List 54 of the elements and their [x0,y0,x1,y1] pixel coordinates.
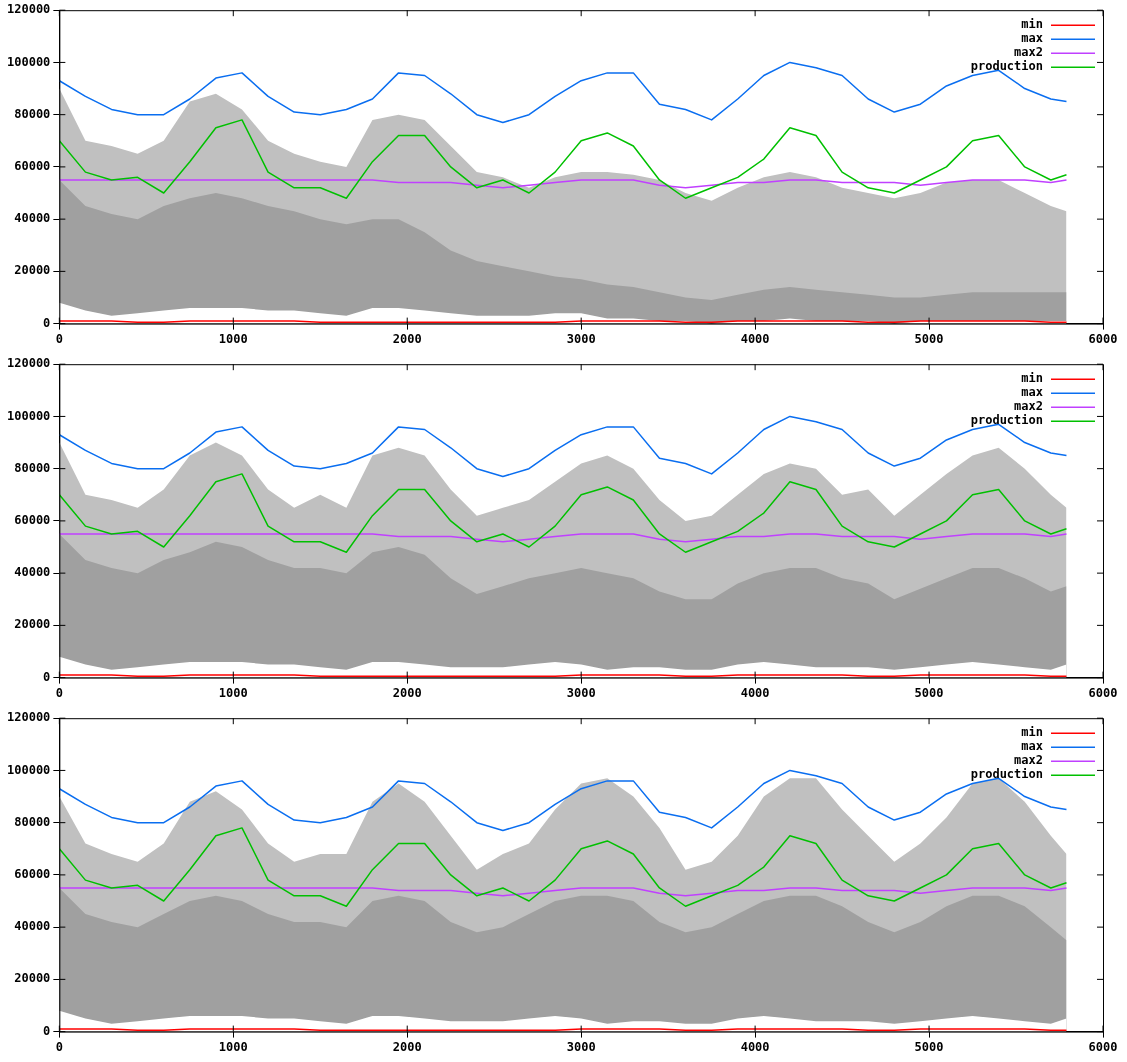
y-tick-label: 80000 [14,814,51,829]
y-tick-label: 120000 [6,2,51,17]
legend-label: max2 [1014,399,1043,414]
y-tick-label: 100000 [6,54,51,69]
y-tick-label: 20000 [14,263,51,278]
y-tick-label: 80000 [14,106,51,121]
y-tick-label: 80000 [14,460,51,475]
x-tick-label: 6000 [1088,1039,1118,1054]
x-tick-label: 2000 [392,331,422,346]
x-tick-label: 5000 [914,331,944,346]
x-tick-label: 1000 [218,1039,248,1054]
legend-label: max [1021,385,1043,400]
y-tick-label: 20000 [14,617,51,632]
x-tick-label: 6000 [1088,685,1118,700]
y-tick-label: 60000 [14,513,51,528]
legend-label: production [970,59,1043,74]
y-tick-label: 20000 [14,971,51,986]
x-tick-label: 3000 [566,685,596,700]
x-tick-label: 6000 [1088,331,1118,346]
legend-label: min [1021,371,1043,386]
legend-label: min [1021,17,1043,32]
x-tick-label: 2000 [392,1039,422,1054]
legend-label: max [1021,31,1043,46]
y-tick-label: 100000 [6,762,51,777]
y-tick-label: 120000 [6,710,51,725]
x-tick-label: 4000 [740,1039,770,1054]
x-tick-label: 4000 [740,331,770,346]
legend-label: min [1021,725,1043,740]
legend-label: max2 [1014,45,1043,60]
x-tick-label: 3000 [566,331,596,346]
y-tick-label: 100000 [6,408,51,423]
y-tick-label: 40000 [14,919,51,934]
x-tick-label: 0 [55,1039,63,1054]
legend-label: max2 [1014,753,1043,768]
y-tick-label: 0 [43,315,51,330]
x-tick-label: 5000 [914,1039,944,1054]
x-tick-label: 0 [55,331,63,346]
y-tick-label: 40000 [14,211,51,226]
y-tick-label: 60000 [14,867,51,882]
y-tick-label: 0 [43,669,51,684]
x-tick-label: 2000 [392,685,422,700]
x-tick-label: 3000 [566,1039,596,1054]
y-tick-label: 0 [43,1023,51,1038]
x-tick-label: 0 [55,685,63,700]
x-tick-label: 1000 [218,685,248,700]
x-tick-label: 5000 [914,685,944,700]
y-tick-label: 40000 [14,565,51,580]
legend-label: production [970,413,1043,428]
legend-label: max [1021,739,1043,754]
x-tick-label: 1000 [218,331,248,346]
legend-label: production [970,767,1043,782]
y-tick-label: 60000 [14,159,51,174]
x-tick-label: 4000 [740,685,770,700]
y-tick-label: 120000 [6,356,51,371]
